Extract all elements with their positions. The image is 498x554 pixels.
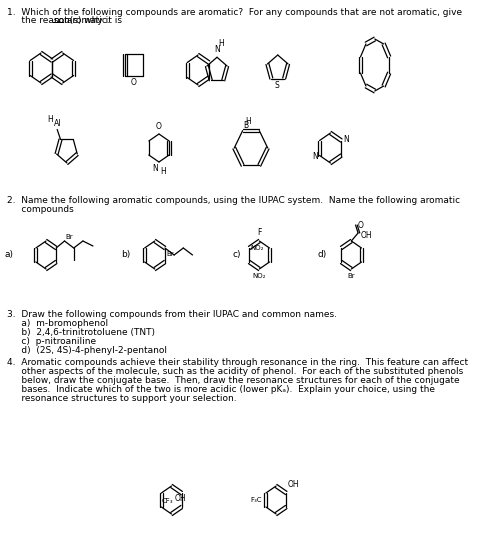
- Text: H: H: [219, 39, 225, 48]
- Text: c): c): [233, 250, 241, 259]
- Text: not: not: [53, 16, 68, 25]
- Text: O: O: [156, 122, 162, 131]
- Text: b)  2,4,6-trinitrotoluene (TNT): b) 2,4,6-trinitrotoluene (TNT): [6, 328, 155, 337]
- Text: H: H: [47, 115, 53, 125]
- Text: Al: Al: [54, 120, 62, 129]
- Text: bases.  Indicate which of the two is more acidic (lower pKₐ).  Explain your choi: bases. Indicate which of the two is more…: [6, 385, 435, 394]
- Text: Br: Br: [348, 273, 355, 279]
- Text: F₃C: F₃C: [250, 497, 262, 503]
- Text: the reason(s) why it is: the reason(s) why it is: [6, 16, 124, 25]
- Text: a): a): [4, 250, 13, 259]
- Text: d): d): [318, 250, 327, 259]
- Text: N: N: [152, 164, 158, 173]
- Text: 3.  Draw the following compounds from their IUPAC and common names.: 3. Draw the following compounds from the…: [6, 310, 337, 319]
- Text: aromatic.: aromatic.: [64, 16, 110, 25]
- Text: 2.  Name the following aromatic compounds, using the IUPAC system.  Name the fol: 2. Name the following aromatic compounds…: [6, 196, 460, 205]
- Text: compounds: compounds: [6, 205, 73, 214]
- Text: CF₃: CF₃: [161, 498, 173, 504]
- Text: d)  (2S, 4S)-4-phenyl-2-pentanol: d) (2S, 4S)-4-phenyl-2-pentanol: [6, 346, 167, 355]
- Text: NO₂: NO₂: [251, 245, 264, 251]
- Text: O: O: [358, 220, 364, 229]
- Text: b): b): [122, 250, 130, 259]
- Text: 1.  Which of the following compounds are aromatic?  For any compounds that are n: 1. Which of the following compounds are …: [6, 8, 462, 17]
- Text: B: B: [244, 121, 249, 130]
- Text: resonance structures to support your selection.: resonance structures to support your sel…: [6, 394, 237, 403]
- Text: N: N: [312, 152, 318, 161]
- Text: N: N: [343, 135, 349, 144]
- Text: below, draw the conjugate base.  Then, draw the resonance structures for each of: below, draw the conjugate base. Then, dr…: [6, 376, 459, 385]
- Text: F: F: [257, 228, 261, 237]
- Text: O: O: [131, 78, 137, 87]
- Text: N: N: [214, 45, 220, 54]
- Text: OH: OH: [175, 494, 187, 503]
- Text: OH: OH: [288, 480, 299, 489]
- Text: other aspects of the molecule, such as the acidity of phenol.  For each of the s: other aspects of the molecule, such as t…: [6, 367, 463, 376]
- Text: 4.  Aromatic compounds achieve their stability through resonance in the ring.  T: 4. Aromatic compounds achieve their stab…: [6, 358, 468, 367]
- Text: OH: OH: [361, 230, 372, 239]
- Text: Br: Br: [167, 251, 174, 257]
- Text: a)  m-bromophenol: a) m-bromophenol: [6, 319, 108, 328]
- Text: S: S: [274, 80, 279, 90]
- Text: c)  p-nitroaniline: c) p-nitroaniline: [6, 337, 96, 346]
- Text: NO₂: NO₂: [252, 273, 266, 279]
- Text: H: H: [161, 167, 166, 176]
- Text: Br: Br: [65, 234, 73, 240]
- Text: H: H: [245, 117, 251, 126]
